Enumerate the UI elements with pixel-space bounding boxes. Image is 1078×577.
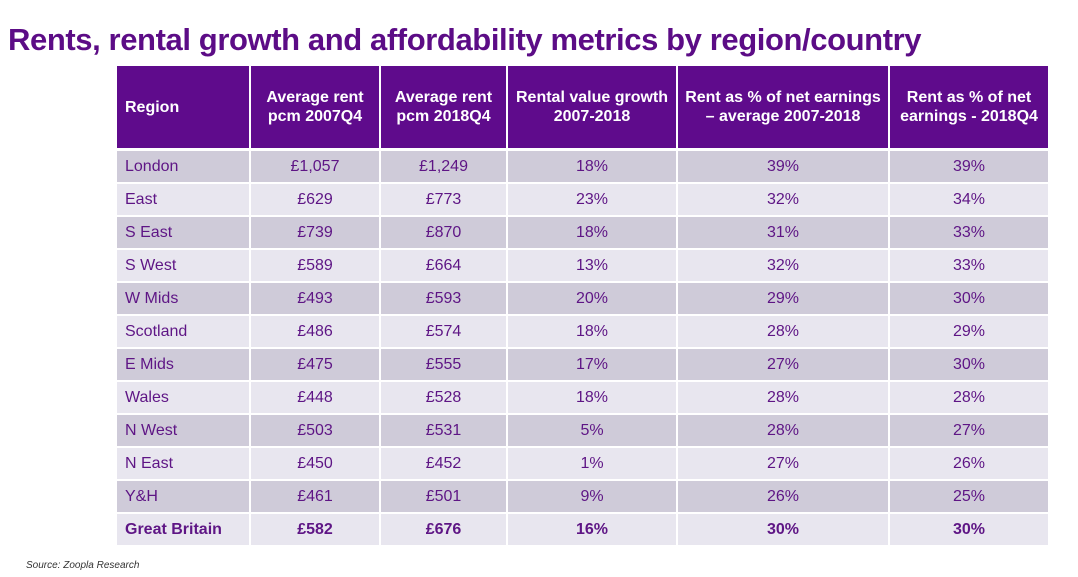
value-cell: £448	[250, 381, 381, 415]
value-cell: 28%	[889, 381, 1048, 415]
region-cell: East	[117, 183, 251, 217]
table-body: London £1,057 £1,249 18% 39% 39% East £629 £773 2…	[117, 149, 1048, 547]
value-cell: 29%	[677, 282, 890, 316]
header-rental-growth: Rental value growth 2007-2018	[507, 66, 678, 151]
header-row: Region Average rent pcm 2007Q4 Average r…	[117, 66, 1048, 151]
value-cell: £1,057	[250, 149, 381, 184]
value-cell: 28%	[677, 414, 890, 448]
value-cell: £676	[380, 513, 508, 547]
value-cell: 18%	[507, 149, 678, 184]
table-row: Scotland £486 £574 18% 28% 29%	[117, 315, 1048, 349]
value-cell: 13%	[507, 249, 678, 283]
region-cell: Y&H	[117, 480, 251, 514]
region-cell: N East	[117, 447, 251, 481]
value-cell: £773	[380, 183, 508, 217]
value-cell: 26%	[889, 447, 1048, 481]
value-cell: 20%	[507, 282, 678, 316]
value-cell: 29%	[889, 315, 1048, 349]
value-cell: 30%	[889, 282, 1048, 316]
value-cell: £501	[380, 480, 508, 514]
value-cell: £450	[250, 447, 381, 481]
region-cell: N West	[117, 414, 251, 448]
region-cell: London	[117, 149, 251, 184]
value-cell: 23%	[507, 183, 678, 217]
page-title: Rents, rental growth and affordability m…	[8, 22, 922, 57]
value-cell: 27%	[677, 447, 890, 481]
header-rent-2007q4: Average rent pcm 2007Q4	[250, 66, 381, 151]
value-cell: £452	[380, 447, 508, 481]
value-cell: £531	[380, 414, 508, 448]
value-cell: 18%	[507, 315, 678, 349]
table-row: S West £589 £664 13% 32% 33%	[117, 249, 1048, 283]
region-cell: Wales	[117, 381, 251, 415]
value-cell: 34%	[889, 183, 1048, 217]
value-cell: 17%	[507, 348, 678, 382]
table-row: E Mids £475 £555 17% 27% 30%	[117, 348, 1048, 382]
header-rent-pct-2018q4: Rent as % of net earnings - 2018Q4	[889, 66, 1048, 151]
value-cell: 39%	[677, 149, 890, 184]
value-cell: 1%	[507, 447, 678, 481]
value-cell: 25%	[889, 480, 1048, 514]
table-row: N East £450 £452 1% 27% 26%	[117, 447, 1048, 481]
value-cell: £574	[380, 315, 508, 349]
value-cell: 18%	[507, 381, 678, 415]
value-cell: £870	[380, 216, 508, 250]
value-cell: 9%	[507, 480, 678, 514]
table-row: London £1,057 £1,249 18% 39% 39%	[117, 149, 1048, 184]
value-cell: £664	[380, 249, 508, 283]
table-row: W Mids £493 £593 20% 29% 30%	[117, 282, 1048, 316]
table-row: S East £739 £870 18% 31% 33%	[117, 216, 1048, 250]
value-cell: 27%	[677, 348, 890, 382]
value-cell: £503	[250, 414, 381, 448]
value-cell: 30%	[889, 348, 1048, 382]
value-cell: 18%	[507, 216, 678, 250]
value-cell: 28%	[677, 381, 890, 415]
value-cell: 39%	[889, 149, 1048, 184]
region-cell: E Mids	[117, 348, 251, 382]
value-cell: £475	[250, 348, 381, 382]
value-cell: £493	[250, 282, 381, 316]
value-cell: £582	[250, 513, 381, 547]
rents-table: Region Average rent pcm 2007Q4 Average r…	[117, 66, 1048, 547]
region-cell: S East	[117, 216, 251, 250]
value-cell: 33%	[889, 249, 1048, 283]
value-cell: 30%	[677, 513, 890, 547]
value-cell: 33%	[889, 216, 1048, 250]
value-cell: £486	[250, 315, 381, 349]
value-cell: 16%	[507, 513, 678, 547]
table-row: N West £503 £531 5% 28% 27%	[117, 414, 1048, 448]
table-row: Y&H £461 £501 9% 26% 25%	[117, 480, 1048, 514]
table-row: Wales £448 £528 18% 28% 28%	[117, 381, 1048, 415]
value-cell: 31%	[677, 216, 890, 250]
value-cell: 5%	[507, 414, 678, 448]
region-cell: Scotland	[117, 315, 251, 349]
region-cell: W Mids	[117, 282, 251, 316]
value-cell: £593	[380, 282, 508, 316]
header-rent-2018q4: Average rent pcm 2018Q4	[380, 66, 508, 151]
header-rent-pct-average: Rent as % of net earnings – average 2007…	[677, 66, 890, 151]
value-cell: 26%	[677, 480, 890, 514]
value-cell: £589	[250, 249, 381, 283]
value-cell: £629	[250, 183, 381, 217]
value-cell: £528	[380, 381, 508, 415]
total-row: Great Britain £582 £676 16% 30% 30%	[117, 513, 1048, 547]
value-cell: 30%	[889, 513, 1048, 547]
value-cell: £555	[380, 348, 508, 382]
value-cell: 32%	[677, 183, 890, 217]
value-cell: £739	[250, 216, 381, 250]
value-cell: £1,249	[380, 149, 508, 184]
value-cell: £461	[250, 480, 381, 514]
header-region: Region	[117, 66, 251, 151]
table-row: East £629 £773 23% 32% 34%	[117, 183, 1048, 217]
value-cell: 28%	[677, 315, 890, 349]
region-cell: Great Britain	[117, 513, 251, 547]
value-cell: 27%	[889, 414, 1048, 448]
source-note: Source: Zoopla Research	[26, 560, 140, 571]
region-cell: S West	[117, 249, 251, 283]
value-cell: 32%	[677, 249, 890, 283]
